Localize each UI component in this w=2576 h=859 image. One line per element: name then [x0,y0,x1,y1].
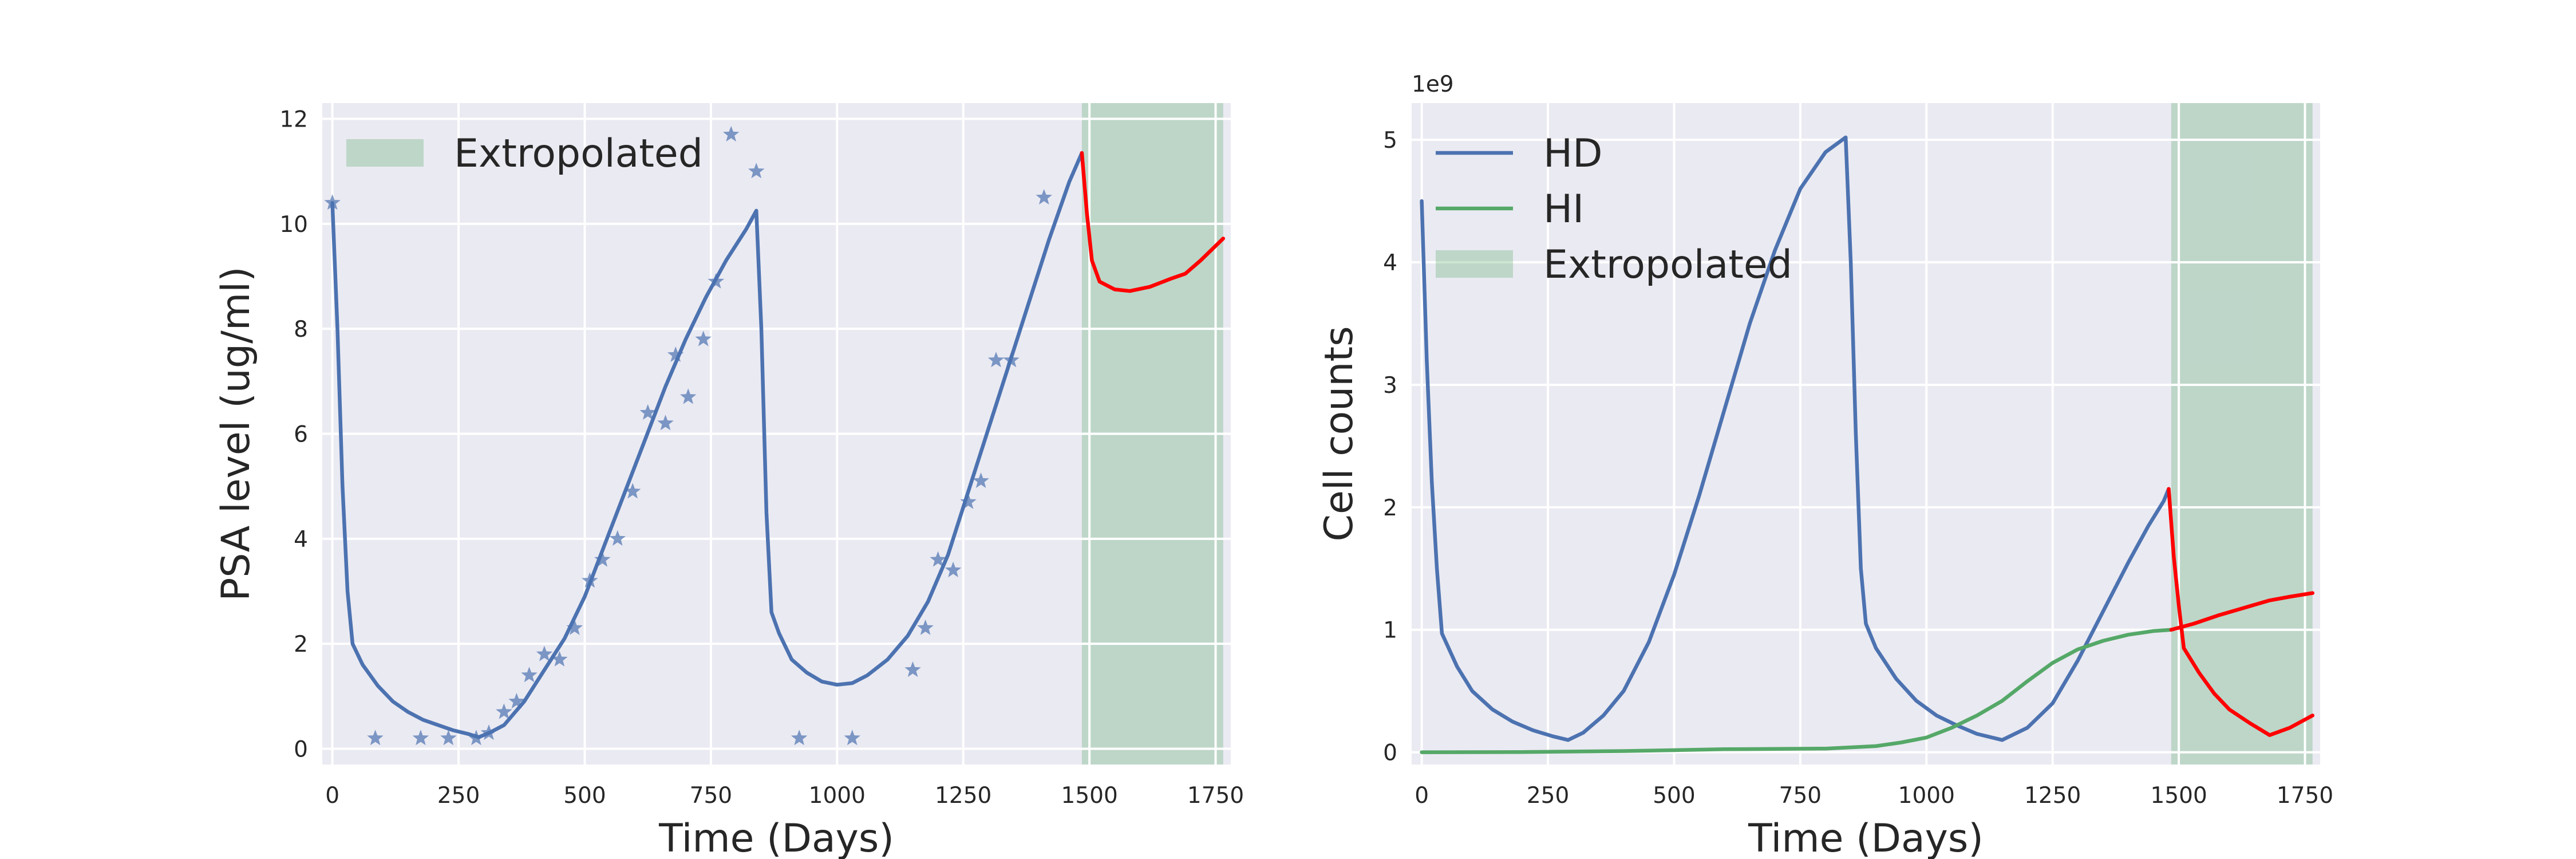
series-line [2167,487,2315,737]
data-point-star [791,730,808,746]
y-tick-label: 8 [294,317,308,342]
x-tick-label: 1500 [2151,783,2207,809]
data-point-star [945,561,962,577]
y-tick-label: 10 [279,212,308,238]
x-tick-label: 250 [437,783,480,809]
y-tick-label: 0 [1383,740,1397,766]
series-line [1420,628,2174,754]
legend-swatch-patch [1436,250,1513,278]
x-axis-label: Time (Days) [658,816,894,859]
data-point-star [582,572,598,588]
plot-area [1412,103,2320,765]
data-point-star [917,619,934,635]
psa-chart-panel: 0 250 500 750 1000 1250 1500 1750 0 2 4 6 8 10 12 Time … [214,103,1244,859]
x-tick-label: 750 [690,783,732,809]
data-point-star [904,661,921,677]
data-point-star [1003,352,1020,368]
data-point-star [566,619,583,635]
series-line [1420,135,2171,742]
data-point-star [496,703,512,719]
legend-swatch-patch [346,139,424,167]
data-point-star [609,530,626,546]
data-point-star [844,730,860,746]
data-point-star [960,493,977,509]
y-offset-label: 1e9 [1412,72,1454,97]
legend-label: HI [1543,187,1584,232]
data-point-star [987,352,1005,368]
x-tick-label: 250 [1527,783,1569,809]
data-point-star [657,415,674,431]
extrapolated-region [2171,103,2313,765]
data-point-star [722,126,740,142]
x-tick-label: 1250 [935,783,991,809]
legend-label: Extropolated [1543,242,1792,287]
y-tick-label: 6 [294,422,308,448]
x-tick-label: 1500 [1061,783,1118,809]
data-point-star [508,693,525,709]
y-tick-label: 3 [1383,373,1397,399]
data-point-star [536,645,553,661]
data-point-star [667,346,684,362]
legend-label: HD [1543,131,1603,176]
data-point-star [468,730,485,746]
y-tick-label: 12 [279,107,308,133]
x-tick-label: 500 [563,783,606,809]
series-line [330,151,1084,739]
cell-counts-chart-panel: 0 250 500 750 1000 1250 1500 1750 0 1 2 3 4 5 1e9 Time … [1317,72,2333,859]
data-point-star [1036,189,1052,205]
x-tick-label: 1250 [2024,783,2081,809]
data-point-star [679,388,697,404]
x-tick-label: 1000 [809,783,866,809]
data-point-star [748,163,765,179]
data-point-star [708,273,724,289]
data-point-star [930,551,946,567]
y-tick-label: 1 [1383,618,1397,644]
legend-label: Extropolated [454,131,703,176]
y-tick-label: 2 [1383,495,1397,521]
data-point-star [412,730,429,746]
data-point-star [625,483,641,499]
y-axis-label: PSA level (ug/ml) [214,266,259,601]
x-tick-label: 0 [325,783,339,809]
data-point-star [551,651,568,667]
series-line [1080,151,1226,293]
data-point-star [973,472,989,488]
y-tick-label: 0 [294,737,308,763]
y-tick-label: 4 [294,527,308,553]
y-tick-label: 2 [294,632,308,657]
x-tick-label: 500 [1653,783,1695,809]
data-point-star [480,724,497,740]
series-line [2169,591,2315,632]
data-point-star [639,404,656,420]
data-point-star [440,730,457,746]
x-tick-label: 1750 [1187,783,1244,809]
x-tick-label: 1750 [2277,783,2333,809]
x-tick-label: 1000 [1898,783,1955,809]
data-point-star [324,194,341,210]
y-tick-label: 5 [1383,128,1397,153]
x-axis-label: Time (Days) [1748,816,1984,859]
y-axis-label: Cell counts [1317,326,1362,542]
x-tick-label: 0 [1415,783,1429,809]
data-point-star [695,330,712,346]
y-tick-label: 4 [1383,250,1397,276]
data-point-star [594,551,611,567]
x-tick-label: 750 [1779,783,1822,809]
data-point-star [521,667,538,683]
data-point-star [367,730,384,746]
